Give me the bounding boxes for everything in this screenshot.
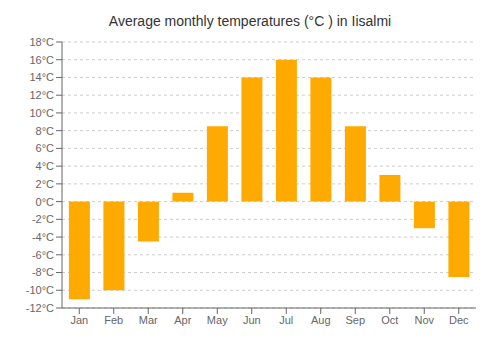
svg-text:6°C: 6°C <box>36 142 55 154</box>
svg-text:Mar: Mar <box>139 314 158 326</box>
svg-text:-12°C: -12°C <box>26 302 54 314</box>
svg-text:Nov: Nov <box>414 314 434 326</box>
svg-text:-6°C: -6°C <box>32 249 54 261</box>
svg-text:10°C: 10°C <box>29 107 54 119</box>
svg-text:Apr: Apr <box>174 314 191 326</box>
svg-text:4°C: 4°C <box>36 160 55 172</box>
svg-text:18°C: 18°C <box>29 36 54 48</box>
svg-text:Jun: Jun <box>243 314 261 326</box>
html-text:Average monthly temperatures (: Average monthly temperatures (°C ) in Ii… <box>108 13 392 29</box>
svg-text:16°C: 16°C <box>29 54 54 66</box>
svg-text:-8°C: -8°C <box>32 266 54 278</box>
svg-text:Feb: Feb <box>104 314 123 326</box>
svg-text:Jul: Jul <box>279 314 293 326</box>
svg-text:-10°C: -10°C <box>26 284 54 296</box>
svg-text:8°C: 8°C <box>36 125 55 137</box>
svg-text:Sep: Sep <box>345 314 365 326</box>
svg-text:12°C: 12°C <box>29 89 54 101</box>
svg-text:-2°C: -2°C <box>32 213 54 225</box>
svg-text:0°C: 0°C <box>36 196 55 208</box>
svg-text:Oct: Oct <box>381 314 398 326</box>
svg-text:Dec: Dec <box>449 314 469 326</box>
svg-text:Jan: Jan <box>70 314 88 326</box>
svg-text:2°C: 2°C <box>36 178 55 190</box>
svg-text:14°C: 14°C <box>29 71 54 83</box>
svg-text:-4°C: -4°C <box>32 231 54 243</box>
svg-text:Aug: Aug <box>311 314 331 326</box>
svg-text:May: May <box>207 314 228 326</box>
